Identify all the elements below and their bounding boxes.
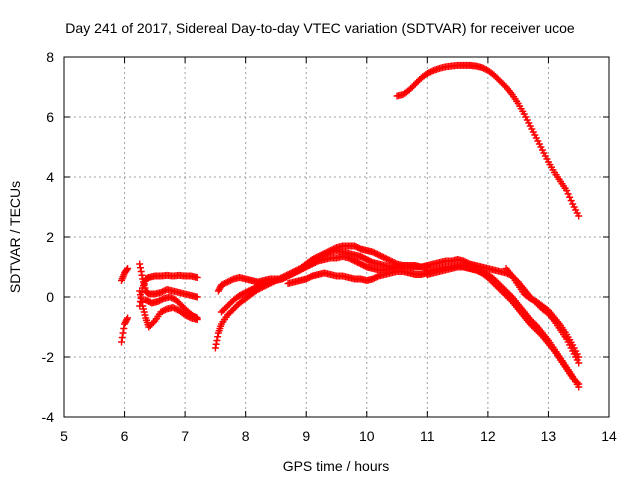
y-tick-label: -2 [42, 349, 55, 365]
x-axis-label: GPS time / hours [283, 458, 390, 474]
x-tick-label: 13 [541, 428, 557, 444]
data-point [118, 334, 126, 341]
data-point [123, 266, 131, 274]
y-tick-label: 6 [46, 109, 54, 125]
x-tick-label: 12 [480, 428, 496, 444]
data-point [564, 190, 572, 198]
data-point [119, 329, 127, 337]
x-tick-label: 8 [242, 428, 250, 444]
data-point [563, 187, 571, 194]
series-d3 [423, 263, 583, 388]
data-point [124, 265, 132, 272]
data-point [573, 379, 581, 386]
y-tick-label: 0 [46, 289, 54, 305]
data-point [149, 319, 157, 326]
data-point [137, 295, 145, 302]
x-tick-label: 7 [181, 428, 189, 444]
x-tick-label: 14 [601, 428, 617, 444]
y-tick-label: 2 [46, 229, 54, 245]
x-tick-label: 6 [121, 428, 129, 444]
series-c3 [217, 253, 431, 316]
y-tick-label: -4 [42, 409, 55, 425]
marks-layer [118, 61, 583, 391]
data-point [136, 264, 144, 272]
data-point [118, 338, 126, 346]
data-point [193, 293, 201, 301]
series-b4 [142, 293, 201, 322]
data-point [136, 260, 144, 268]
data-point [138, 271, 146, 279]
data-point [123, 316, 131, 323]
axis-layer: 5 6 7 8 9 10 11 12 13 14 -4 -2 0 2 4 6 8 [42, 49, 617, 444]
x-tick-label: 10 [359, 428, 375, 444]
y-axis-label: SDTVAR / TECUs [7, 181, 23, 293]
data-point [138, 298, 146, 306]
data-point [566, 193, 574, 201]
series-d4 [502, 265, 583, 361]
x-tick-label: 9 [302, 428, 310, 444]
series-upper [393, 61, 583, 220]
data-point [193, 314, 201, 322]
series-a1 [118, 265, 132, 284]
series-b2 [136, 260, 201, 301]
x-tick-label: 11 [420, 428, 435, 444]
data-point [120, 325, 128, 332]
plot-frame [63, 56, 610, 418]
data-point [212, 340, 220, 348]
data-point [575, 359, 583, 367]
y-tick-label: 4 [46, 169, 54, 185]
data-point [575, 380, 583, 388]
data-point [124, 314, 132, 322]
data-point [193, 274, 201, 281]
data-point [137, 268, 145, 275]
data-point [213, 337, 221, 344]
data-point [567, 197, 575, 205]
series-b3 [136, 287, 201, 331]
chart-title: Day 241 of 2017, Sidereal Day-to-day VTE… [65, 20, 575, 36]
series-a2 [118, 314, 132, 346]
x-tick-label: 5 [60, 428, 68, 444]
data-point [575, 212, 583, 220]
data-point [136, 291, 144, 299]
data-point [575, 353, 583, 361]
series-c4 [284, 268, 431, 287]
data-point [214, 333, 222, 341]
grid-layer [64, 57, 609, 417]
data-point [136, 287, 144, 295]
y-tick-label: 8 [46, 49, 54, 65]
data-point [211, 344, 219, 352]
